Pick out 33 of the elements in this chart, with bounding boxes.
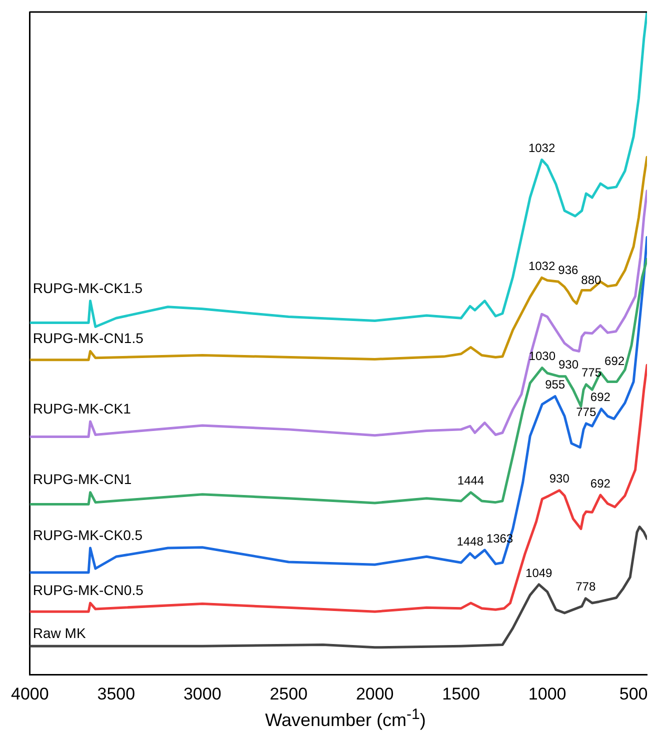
annotation: 930 <box>558 358 579 372</box>
x-tick-label: 1000 <box>528 684 566 704</box>
annotation: 1032 <box>528 141 556 156</box>
series-label: RUPG-MK-CN1 <box>32 471 132 488</box>
annotation: 775 <box>576 404 596 419</box>
annotation: 1448 <box>456 534 484 549</box>
x-tick-label: 1500 <box>442 684 480 704</box>
x-tick-label: 3500 <box>97 684 136 704</box>
annotation: 1030 <box>528 349 556 364</box>
annotation: 955 <box>545 378 566 392</box>
x-tick-label: 3000 <box>183 684 222 704</box>
x-tick-label: 2500 <box>270 684 308 704</box>
x-tick-label: 500 <box>619 684 648 704</box>
annotation: 778 <box>576 580 596 594</box>
series-label: RUPG-MK-CK1.5 <box>32 280 143 296</box>
series-label: RUPG-MK-CN0.5 <box>32 582 144 598</box>
series-label: RUPG-MK-CK0.5 <box>32 526 143 543</box>
annotation: 1444 <box>457 474 484 488</box>
series-label: Raw MK <box>32 624 86 641</box>
annotation: 1032 <box>528 259 556 274</box>
x-tick-label: 2000 <box>356 684 394 704</box>
annotation: 880 <box>581 272 602 287</box>
annotation: 692 <box>590 390 611 404</box>
series-label: RUPG-MK-CK1 <box>32 400 132 416</box>
annotation: 936 <box>558 262 578 277</box>
series-label: RUPG-MK-CN1.5 <box>32 330 144 346</box>
annotation: 692 <box>590 476 611 490</box>
annotation: 930 <box>549 472 570 486</box>
annotation: 775 <box>582 366 602 380</box>
x-axis-title: Wavenumber (cm$^{-1}$) <box>264 706 427 731</box>
x-tick-label: 4000 <box>10 684 49 704</box>
annotation: 692 <box>604 354 625 368</box>
annotation: 1049 <box>526 566 553 580</box>
